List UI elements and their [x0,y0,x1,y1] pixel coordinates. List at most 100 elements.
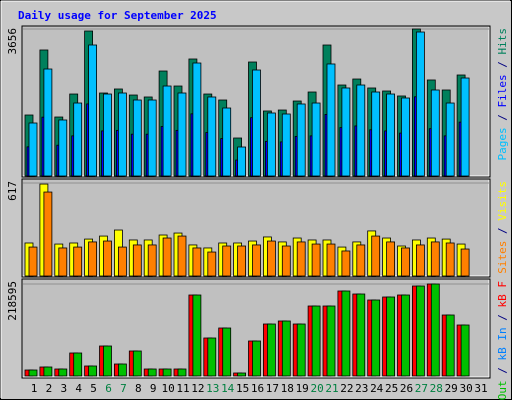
bar [43,366,53,377]
bar [118,92,127,177]
legend-separator: / [496,221,509,241]
x-tick-label: 16 [251,382,264,395]
bar [192,294,202,377]
bar [326,305,336,377]
bar [445,242,455,277]
bar [266,112,276,177]
x-tick-label: 24 [370,382,384,395]
y-tick-label: 617 [6,181,19,201]
bar [460,77,470,177]
x-tick-label: 31 [474,382,487,395]
bar [237,372,247,377]
bar [311,102,321,177]
bar [371,91,381,177]
bar [266,240,276,277]
x-tick-label: 26 [400,382,413,395]
x-tick-label: 19 [296,382,309,395]
legend-entry: Hits [496,28,509,55]
x-tick-label: 21 [325,382,338,395]
bar [252,69,261,177]
bar [177,235,187,277]
x-tick-label: 6 [105,382,112,395]
bar [296,323,306,377]
bar [43,68,53,177]
bar [460,248,470,277]
bar [356,244,366,277]
x-tick-label: 28 [430,382,443,395]
y-tick-label: 218595 [6,281,19,321]
bar [341,250,351,277]
bar [147,99,157,177]
legend: kB Out / kB In / kB F [496,281,509,400]
legend-separator: / [496,108,509,128]
bar [371,299,381,377]
bar [386,296,396,377]
bar [73,102,83,177]
x-tick-label: 7 [120,382,127,395]
x-tick-label: 23 [355,382,368,395]
legend-entry: kB In [496,327,509,360]
bar [222,107,232,177]
bar [88,241,97,277]
bar [162,237,172,277]
bar [311,305,321,377]
bar [415,244,425,277]
bar [386,241,396,277]
bar [296,103,306,177]
bar [207,251,217,277]
bar [326,243,336,277]
x-tick-label: 17 [266,382,279,395]
x-tick-label: 1 [31,382,38,395]
bar [103,345,112,377]
bar [73,246,83,277]
x-tick-label: 5 [90,382,97,395]
bar [252,340,261,377]
x-tick-label: 25 [385,382,398,395]
bar [28,369,38,377]
bar [281,113,291,177]
x-tick-label: 8 [135,382,142,395]
bar [237,146,247,177]
bar [58,368,68,377]
x-tick-label: 30 [459,382,472,395]
bar [401,247,410,277]
y-tick-label: 3656 [6,28,19,55]
bar [103,240,112,277]
bar [88,44,97,177]
bar [207,337,217,377]
bar [386,93,396,177]
bar [28,122,38,177]
bar [147,368,157,377]
bar [415,31,425,177]
bar [401,294,410,377]
legend-entry: kB F [496,281,509,308]
bar [177,368,187,377]
bar [311,243,321,277]
bar [341,87,351,177]
bar [341,290,351,377]
bar [118,363,127,377]
bar [192,247,202,277]
x-tick-label: 4 [75,382,82,395]
x-tick-label: 15 [236,382,249,395]
x-tick-label: 13 [206,382,219,395]
bar [460,324,470,377]
bar [132,99,142,177]
bar [401,97,410,177]
legend-entry: Files [496,74,509,107]
x-tick-label: 20 [310,382,323,395]
x-tick-label: 11 [176,382,189,395]
bar [162,368,172,377]
bar [43,191,53,277]
x-tick-label: 22 [340,382,353,395]
legend: Sites / Visits [496,181,509,274]
bar [222,327,232,377]
bar [207,96,217,177]
x-tick-label: 3 [60,382,67,395]
bar [252,244,261,277]
legend-entry: Sites [496,241,509,274]
legend-entry: Visits [496,181,509,221]
plot-area: 1 2 3 4 5 6 7 8 9 10 11 12 13 14 15 16 17 18 19 20 21 22 23 24 2… [6,25,509,400]
bar [103,93,112,177]
x-tick-label: 29 [445,382,458,395]
